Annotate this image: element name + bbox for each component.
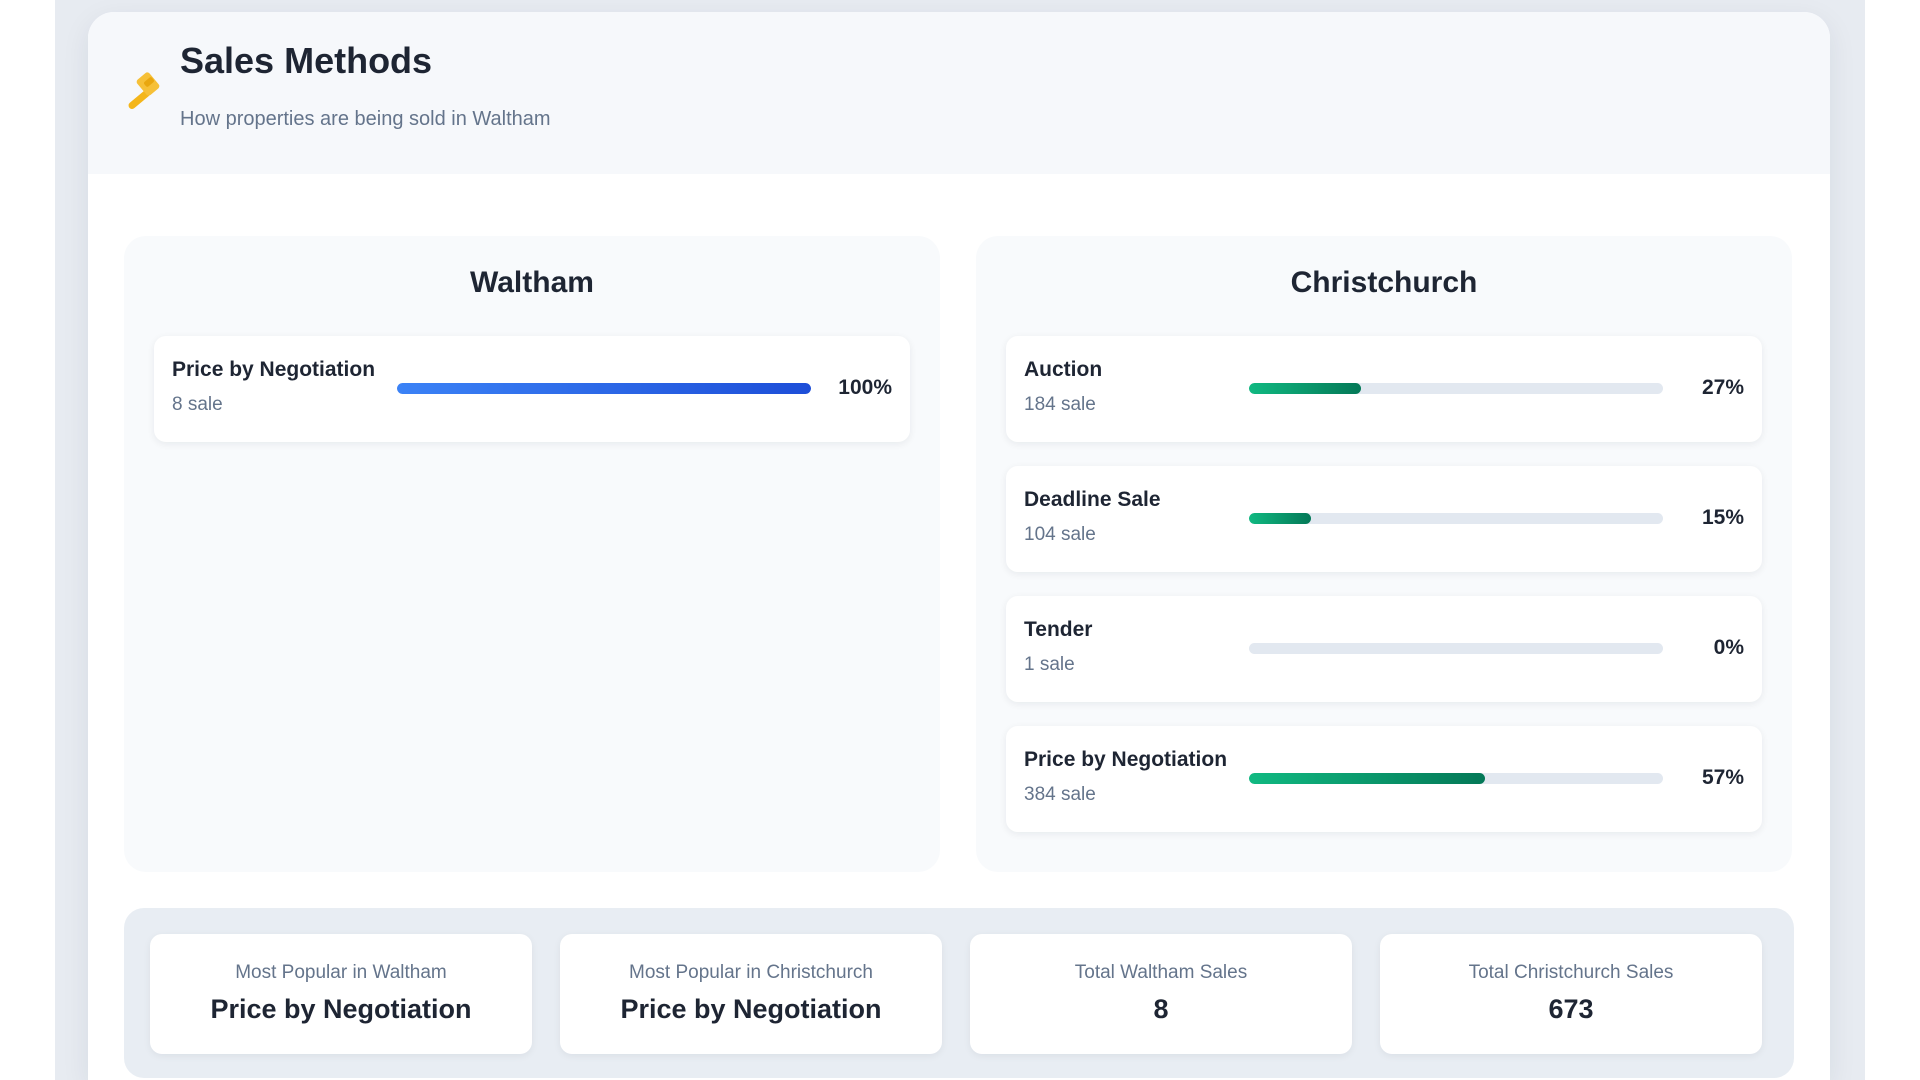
hammer-icon [128, 72, 160, 109]
waltham-panel: Waltham Price by Negotiation 8 sale 100% [124, 236, 940, 872]
method-count: 184 sale [1024, 394, 1096, 415]
page-subtitle: How properties are being sold in Waltham [180, 108, 551, 130]
progress-fill [1249, 513, 1312, 524]
progress-fill [397, 383, 811, 394]
progress-fill [1249, 383, 1361, 394]
page-backdrop: Sales Methods How properties are being s… [55, 0, 1865, 1080]
stat-card: Total Waltham Sales 8 [970, 934, 1352, 1054]
method-percent: 15% [1701, 506, 1744, 529]
stat-label: Most Popular in Waltham [235, 962, 447, 983]
method-name: Deadline Sale [1024, 488, 1161, 511]
method-count: 104 sale [1024, 524, 1096, 545]
progress-fill [1249, 773, 1485, 784]
progress-track [1249, 643, 1663, 654]
method-percent: 27% [1701, 376, 1744, 399]
stat-value: Price by Negotiation [620, 994, 882, 1024]
method-name: Auction [1024, 358, 1103, 381]
christchurch-panel: Christchurch Auction 184 sale 27% Deadli… [976, 236, 1792, 872]
method-name: Price by Negotiation [172, 358, 376, 381]
method-count: 8 sale [172, 394, 223, 415]
progress-track [397, 383, 811, 394]
method-count: 384 sale [1024, 784, 1096, 805]
method-row: Price by Negotiation 384 sale 57% [1006, 726, 1762, 832]
method-row: Tender 1 sale 0% [1006, 596, 1762, 702]
waltham-panel-title: Waltham [470, 266, 594, 299]
stat-label: Total Christchurch Sales [1468, 962, 1674, 983]
method-percent: 0% [1713, 636, 1744, 659]
stat-value: Price by Negotiation [210, 994, 472, 1024]
stat-card: Most Popular in Waltham Price by Negotia… [150, 934, 532, 1054]
stat-card: Total Christchurch Sales 673 [1380, 934, 1762, 1054]
stat-value: 8 [1153, 994, 1169, 1024]
stat-label: Total Waltham Sales [1074, 962, 1248, 983]
progress-track [1249, 383, 1663, 394]
card-header: Sales Methods How properties are being s… [88, 12, 1830, 174]
method-row: Deadline Sale 104 sale 15% [1006, 466, 1762, 572]
progress-track [1249, 513, 1663, 524]
method-percent: 100% [838, 376, 892, 399]
method-row: Price by Negotiation 8 sale 100% [154, 336, 910, 442]
sales-methods-card: Sales Methods How properties are being s… [88, 12, 1830, 1080]
method-name: Price by Negotiation [1024, 748, 1228, 771]
method-name: Tender [1024, 618, 1093, 641]
progress-track [1249, 773, 1663, 784]
method-percent: 57% [1701, 766, 1744, 789]
stat-card: Most Popular in Christchurch Price by Ne… [560, 934, 942, 1054]
christchurch-panel-title: Christchurch [1290, 266, 1478, 299]
stat-label: Most Popular in Christchurch [629, 962, 873, 983]
summary-stats: Most Popular in Waltham Price by Negotia… [124, 908, 1794, 1078]
stat-value: 673 [1548, 994, 1594, 1024]
page-title: Sales Methods [180, 40, 433, 81]
method-row: Auction 184 sale 27% [1006, 336, 1762, 442]
method-count: 1 sale [1024, 654, 1075, 675]
